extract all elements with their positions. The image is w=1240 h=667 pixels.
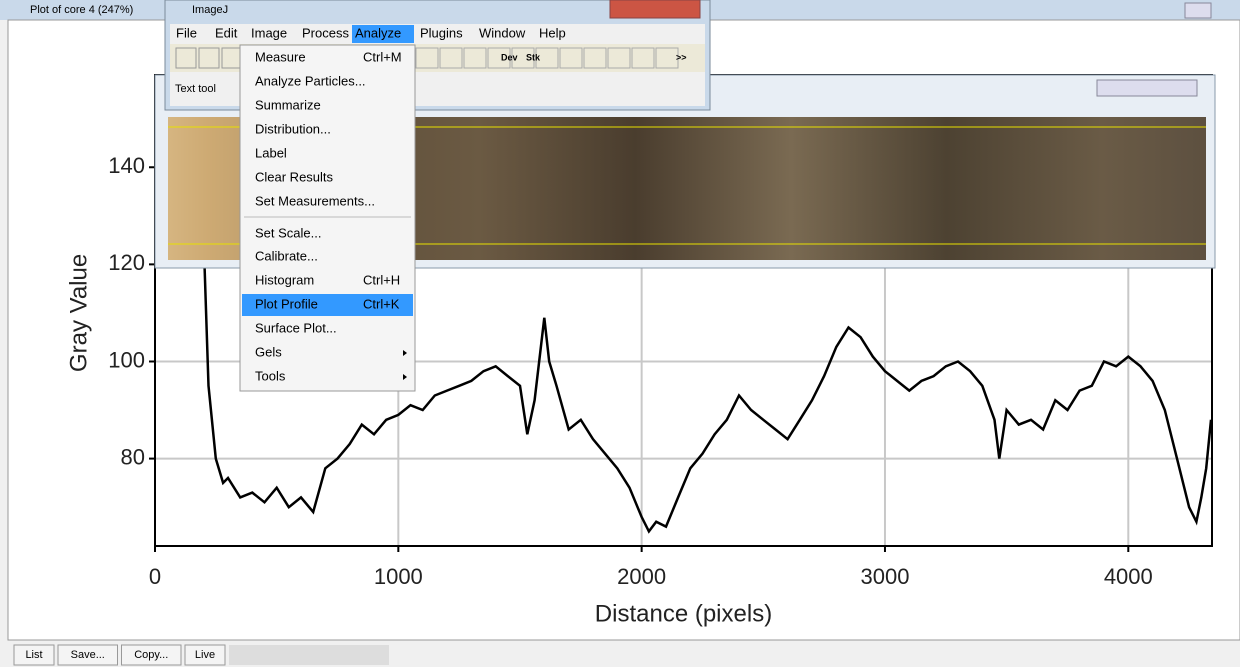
button-label[interactable]: Live [195, 649, 215, 661]
tool-label[interactable]: >> [676, 52, 687, 62]
menu-item[interactable]: Label [255, 145, 287, 160]
menu-item[interactable]: Distribution... [255, 121, 331, 136]
tool-icon[interactable] [198, 47, 220, 69]
menu-item[interactable]: Summarize [255, 97, 321, 112]
menu-item[interactable]: Tools [255, 368, 286, 383]
menu-highlight [352, 25, 414, 43]
menu-item[interactable]: Set Scale... [255, 225, 321, 240]
tool-icon[interactable] [583, 47, 607, 69]
x-axis-label: Distance (pixels) [595, 600, 772, 627]
menu-item[interactable]: Measure [255, 49, 306, 64]
tool-icon[interactable] [487, 47, 511, 69]
button-label[interactable]: List [25, 649, 42, 661]
menu[interactable]: Edit [215, 25, 238, 40]
menu-item[interactable]: Surface Plot... [255, 320, 337, 335]
x-tick-label: 3000 [860, 564, 909, 589]
menu-item[interactable]: Clear Results [255, 169, 334, 184]
tool-label[interactable]: Stk [526, 52, 541, 62]
tool-label[interactable]: Dev [501, 52, 518, 62]
submenu-arrow [403, 374, 407, 380]
menu[interactable]: Plugins [420, 25, 463, 40]
tool-icon[interactable] [631, 47, 655, 69]
button-label[interactable]: Copy... [134, 649, 168, 661]
menu-shortcut: Ctrl+K [363, 296, 400, 311]
tool-icon[interactable] [559, 47, 583, 69]
menu-item[interactable]: Gels [255, 344, 282, 359]
menu[interactable]: Process [302, 25, 349, 40]
menu-shortcut: Ctrl+H [363, 272, 400, 287]
button[interactable] [13, 644, 55, 666]
x-tick-label: 0 [149, 564, 161, 589]
tool-icon[interactable] [175, 47, 197, 69]
menu[interactable]: Window [479, 25, 526, 40]
y-tick-label: 80 [121, 444, 145, 469]
tool-icon[interactable] [655, 47, 679, 69]
button-label[interactable]: Save... [71, 649, 105, 661]
tool-icon[interactable] [439, 47, 463, 69]
submenu-arrow [403, 350, 407, 356]
menu-bar [170, 24, 705, 44]
tool-icon[interactable] [607, 47, 631, 69]
menu-shortcut: Ctrl+M [363, 49, 402, 64]
button[interactable] [121, 644, 182, 666]
y-tick-label: 100 [108, 347, 145, 372]
y-axis-label: Gray Value [65, 254, 92, 372]
status-text: Text tool [175, 83, 216, 95]
menu[interactable]: Analyze [355, 25, 401, 40]
tool-icon[interactable] [221, 47, 243, 69]
y-tick-label: 120 [108, 250, 145, 275]
menu-item[interactable]: Plot Profile [255, 296, 318, 311]
minimize-button[interactable] [1184, 2, 1212, 19]
menu-item[interactable]: Calibrate... [255, 248, 318, 263]
core-end [168, 117, 248, 260]
menu-item[interactable]: Analyze Particles... [255, 73, 366, 88]
y-tick-label: 140 [108, 153, 145, 178]
menu-panel [239, 44, 416, 392]
menu[interactable]: Image [251, 25, 287, 40]
button[interactable] [57, 644, 118, 666]
menu[interactable]: Help [539, 25, 566, 40]
menu-item[interactable]: Histogram [255, 272, 314, 287]
tool-icon[interactable] [463, 47, 487, 69]
analyze-menu: Measure Ctrl+M Analyze Particles... Summari… [239, 44, 416, 392]
close-button[interactable] [609, 0, 701, 19]
button[interactable] [184, 644, 226, 666]
tool-icon[interactable] [535, 47, 559, 69]
menu-item[interactable]: Set Measurements... [255, 193, 375, 208]
imagej-title: ImageJ [192, 4, 228, 16]
x-tick-label: 1000 [374, 564, 423, 589]
window-title: Plot of core 4 (247%) [30, 4, 133, 16]
profile-line [202, 240, 1212, 534]
tool-icon[interactable] [511, 47, 535, 69]
menu[interactable]: File [176, 25, 197, 40]
x-tick-label: 4000 [1104, 564, 1153, 589]
window-buttons[interactable] [1096, 79, 1198, 97]
item-highlight [242, 294, 413, 316]
tool-icon[interactable] [415, 47, 439, 69]
status-field [229, 645, 389, 665]
x-tick-label: 2000 [617, 564, 666, 589]
